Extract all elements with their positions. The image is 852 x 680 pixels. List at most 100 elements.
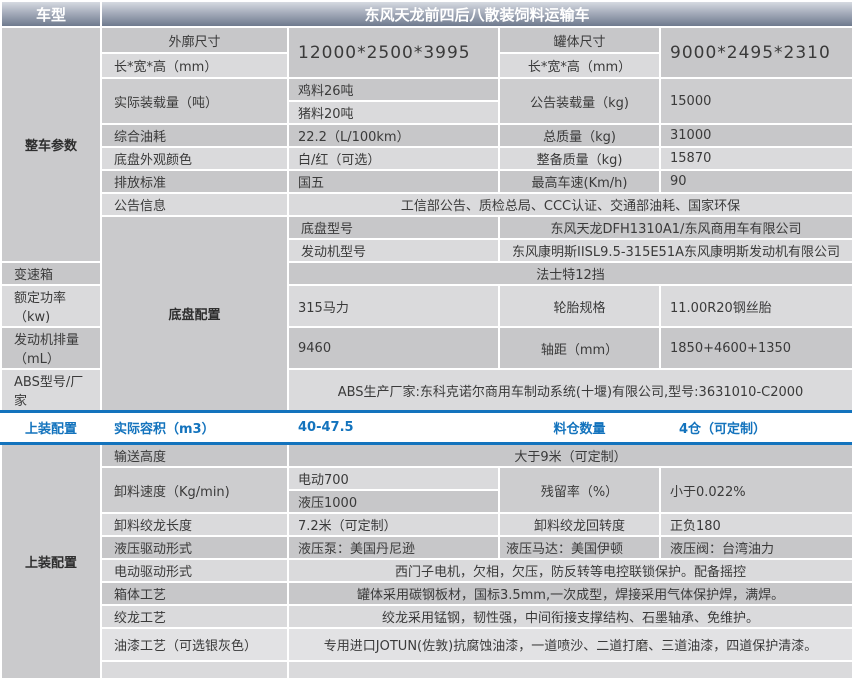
table-row: 液压1000 [1,489,852,514]
section-label-body: 上装配置 [0,442,102,680]
table-row: 油漆工艺（可选银灰色） 专用进口JOTUN(佐敦)抗腐蚀油漆，一道喷沙、二道打磨… [1,627,852,662]
auger-craft-label: 绞龙工艺 [100,604,289,629]
engine-label: 发动机型号 [287,238,500,263]
table-row: ABS型号/厂家 ABS生产厂家:东科克诺尔商用车制动系统(十堰)有限公司,型号… [0,368,852,413]
table-row: 电动驱动形式 西门子电机，欠相，欠压，防反转等电控联锁保护。配备摇控 [1,558,852,583]
table-row: 底盘配置 底盘型号 东风天龙DFH1310A1/东风商用车有限公司 [1,215,852,413]
residue-label: 残留率（%） [498,466,661,514]
table-row: 额定功率（kw) 315马力 轮胎规格 11.00R20钢丝胎 [0,284,852,328]
max-speed-value: 90 [658,169,852,194]
electric-value: 西门子电机，欠相，欠压，防反转等电控联锁保护。配备摇控 [286,558,852,583]
outline-dims-label: 外廓尺寸 [100,26,289,54]
table-row: 底盘外观颜色 白/红（可选） 整备质量（kg) 15870 [1,146,852,171]
hydraulic-value-2: 液压马达：美国伊顿 [498,535,661,560]
engine-value: 东风康明斯IISL9.5-315E51A东风康明斯发动机有限公司 [497,238,852,263]
section-label-chassis: 底盘配置 [100,215,289,413]
tank-dims-value: 9000*2495*2310 [658,26,852,79]
vehicle-title: 东风天龙前四后八散装饲料运输车 [99,0,852,28]
table-row: 变速箱 法士特12挡 [0,261,852,286]
chassis-model-label: 底盘型号 [287,215,500,240]
paint-label: 油漆工艺（可选银灰色） [100,627,289,662]
table-row: 绞龙工艺 绞龙采用锰钢，韧性强，中间衔接支撑结构、石墨轴承、免维护。 [1,604,852,629]
emission-value: 国五 [287,169,500,194]
tire-label: 轮胎规格 [498,284,661,328]
tank-craft-label: 箱体工艺 [100,581,289,606]
gross-mass-value: 31000 [658,123,852,148]
tank-craft-value: 罐体采用碳钢板材，国标3.5mm,一次成型，焊接采用气体保护焊，满焊。 [286,581,852,606]
table-row: 排放标准 国五 最高车速(Km/h) 90 [1,169,852,194]
unload-speed-label: 卸料速度（Kg/min) [100,466,289,514]
abs-value: ABS生产厂家:东科克诺尔商用车制动系统(十堰)有限公司,型号:3631010-… [286,368,852,413]
displacement-label: 发动机排量（mL） [0,326,102,370]
power-label: 额定功率（kw) [0,284,102,328]
gearbox-label: 变速箱 [0,261,102,286]
table-row: 发动机排量（mL） 9460 轴距（mm） 1850+4600+1350 [0,326,852,370]
actual-load-value-2: 猪料20吨 [287,100,500,125]
hydraulic-label: 液压驱动形式 [100,535,289,560]
hydraulic-value-1: 液压泵：美国丹尼逊 [287,535,500,560]
residue-value: 小于0.022% [658,466,852,514]
wheelbase-label: 轴距（mm） [498,326,661,370]
wheelbase-value: 1850+4600+1350 [658,326,852,370]
auger-rotation-label: 卸料绞龙回转度 [498,512,661,537]
rated-load-label: 公告装载量（kg) [498,77,661,125]
auger-craft-value: 绞龙采用锰钢，韧性强，中间衔接支撑结构、石墨轴承、免维护。 [286,604,852,629]
actual-load-value-1: 鸡料26吨 [287,77,500,102]
outline-dims-value: 12000*2500*3995 [287,26,500,79]
gross-mass-label: 总质量（kg) [498,123,661,148]
unload-speed-value-2: 液压1000 [287,489,500,514]
fuel-label: 综合油耗 [100,123,289,148]
electric-label: 电动驱动形式 [100,558,289,583]
tire-value: 11.00R20钢丝胎 [658,284,852,328]
paint-value: 专用进口JOTUN(佐敦)抗腐蚀油漆，一道喷沙、二道打磨、三道油漆，四道保护清漆… [286,627,852,662]
unload-speed-value-1: 电动700 [287,466,500,491]
vehicle-type-header: 车型 [0,0,102,28]
header-row: 车型 东风天龙前四后八散装饲料运输车 [0,0,852,28]
volume-label: 实际容积（m3） [100,410,289,445]
chassis-color-label: 底盘外观颜色 [100,146,289,171]
tank-dims-sublabel: 长*宽*高（mm） [498,52,661,79]
abs-label: ABS型号/厂家 [0,368,102,413]
table-row: 整车参数 外廓尺寸 12000*2500*3995 罐体尺寸 9000*2495… [0,26,852,263]
curb-mass-label: 整备质量（kg) [498,146,661,171]
tank-dims-label: 罐体尺寸 [498,26,661,54]
volume-value: 40-47.5 [287,410,500,445]
bottom-spacer [286,660,852,680]
curb-mass-value: 15870 [658,146,852,171]
table-row: 长*宽*高（mm） 长*宽*高（mm） [1,52,852,79]
table-row: 箱体工艺 罐体采用碳钢板材，国标3.5mm,一次成型，焊接采用气体保护焊，满焊。 [1,581,852,606]
auger-length-value: 7.2米（可定制） [287,512,500,537]
actual-load-label: 实际装载量（吨） [100,77,289,125]
table-row: 猪料20吨 [1,100,852,125]
table-row [1,660,852,680]
hydraulic-value-3: 液压阀：台湾油力 [658,535,852,560]
table-row: 上装配置 输送高度 大于9米（可定制） [0,442,852,680]
section-label-body-highlight: 上装配置 [0,410,102,445]
displacement-value: 9460 [287,326,500,370]
table-row: 液压驱动形式 液压泵：美国丹尼逊 液压马达：美国伊顿 液压阀：台湾油力 [1,535,852,560]
table-row: 卸料绞龙长度 7.2米（可定制） 卸料绞龙回转度 正负180 [1,512,852,537]
convey-height-label: 输送高度 [100,442,289,468]
gearbox-value: 法士特12挡 [286,261,852,286]
table-row: 发动机型号 东风康明斯IISL9.5-315E51A东风康明斯发动机有限公司 [1,238,852,263]
rated-load-value: 15000 [658,77,852,125]
highlight-row: 上装配置 实际容积（m3） 40-47.5 料仓数量 4仓（可定制） [0,410,852,445]
chassis-model-value: 东风天龙DFH1310A1/东风商用车有限公司 [497,215,852,240]
bins-value: 4仓（可定制） [658,410,852,445]
table-row: 卸料速度（Kg/min) 电动700 残留率（%） 小于0.022% [1,466,852,514]
convey-height-value: 大于9米（可定制） [286,442,852,468]
fuel-value: 22.2（L/100km） [287,123,500,148]
announcement-label: 公告信息 [100,192,289,217]
table-row: 公告信息 工信部公告、质检总局、CCC认证、交通部油耗、国家环保 [1,192,852,217]
section-label-vehicle-params: 整车参数 [0,26,102,263]
chassis-color-value: 白/红（可选） [287,146,500,171]
auger-rotation-value: 正负180 [658,512,852,537]
auger-length-label: 卸料绞龙长度 [100,512,289,537]
outline-dims-sublabel: 长*宽*高（mm） [100,52,289,79]
max-speed-label: 最高车速(Km/h) [498,169,661,194]
table-row: 综合油耗 22.2（L/100km） 总质量（kg) 31000 [1,123,852,148]
power-value: 315马力 [287,284,500,328]
bottom-spacer [100,660,289,680]
table-row: 实际装载量（吨） 鸡料26吨 公告装载量（kg) 15000 [1,77,852,125]
